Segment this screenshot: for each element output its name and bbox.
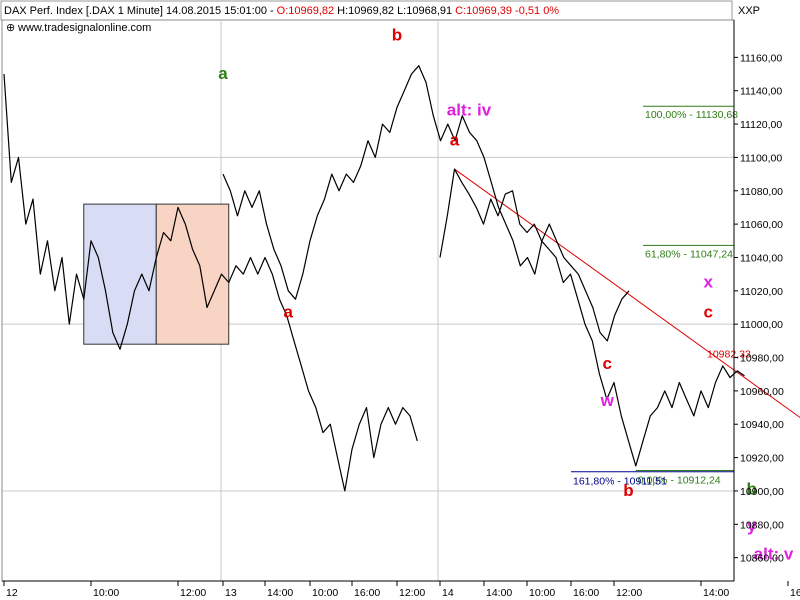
y-tick-label: 10920,00 bbox=[740, 453, 784, 465]
header-close: C:10969,39 -0,51 0% bbox=[455, 5, 559, 17]
x-tick-label: 12:00 bbox=[399, 587, 425, 599]
y-tick-label: 10880,00 bbox=[740, 519, 784, 531]
wave-label: b bbox=[392, 26, 402, 45]
x-tick-label: 10:00 bbox=[529, 587, 555, 599]
x-tick-label: 14:00 bbox=[267, 587, 293, 599]
header-low: L:10968,91 bbox=[397, 5, 452, 17]
wave-label: c bbox=[704, 303, 713, 322]
wave-label: c bbox=[603, 354, 612, 373]
wave-label: b bbox=[623, 481, 633, 500]
wave-label: a bbox=[284, 303, 294, 322]
wave-label: alt: v bbox=[754, 544, 794, 563]
x-tick-label: 14:00 bbox=[703, 587, 729, 599]
y-tick-label: 11160,00 bbox=[740, 52, 782, 64]
x-tick-label: 13 bbox=[225, 587, 237, 599]
x-tick-label: 14:00 bbox=[486, 587, 512, 599]
y-tick-label: 11040,00 bbox=[740, 252, 783, 264]
wave-label: y bbox=[747, 516, 757, 535]
axis-caption: XXP bbox=[738, 5, 760, 17]
x-tick-label: 12:00 bbox=[180, 587, 206, 599]
fib-level-label: 161,80% - 10911,51 bbox=[573, 476, 667, 488]
axes: 10860,00 10880,00 10900,00 10920,00 10940,00… bbox=[2, 20, 800, 599]
range-box-orange bbox=[155, 203, 230, 345]
trendline bbox=[454, 168, 800, 419]
y-tick-label: 11140,00 bbox=[740, 86, 782, 98]
fib-level-label: 61,80% - 11047,24 bbox=[645, 248, 733, 260]
x-tick-label: 16:00 bbox=[573, 587, 599, 599]
header-high: H:10969,82 bbox=[337, 5, 394, 17]
header-line: DAX Perf. Index [.DAX 1 Minute] 14.08.20… bbox=[4, 5, 559, 17]
wave-label: alt: iv bbox=[447, 101, 492, 120]
header-title: DAX Perf. Index [.DAX 1 Minute] 14.08.20… bbox=[4, 5, 274, 17]
price-series-line bbox=[222, 65, 630, 342]
y-tick-label: 11060,00 bbox=[740, 219, 783, 231]
x-tick-label: 12:00 bbox=[616, 587, 642, 599]
y-tick-label: 10980,00 bbox=[740, 353, 784, 365]
y-tick-label: 10900,00 bbox=[740, 486, 784, 498]
wave-label: b bbox=[747, 479, 757, 498]
x-tick-label: 14 bbox=[442, 587, 454, 599]
header-open: O:10969,82 bbox=[277, 5, 335, 17]
range-box-blue bbox=[83, 203, 157, 345]
wave-label: a bbox=[218, 64, 228, 83]
website-label: www.tradesignalonline.com bbox=[17, 22, 151, 34]
wave-label: a bbox=[450, 131, 460, 150]
range-boxes bbox=[83, 203, 230, 345]
y-tick-label: 11080,00 bbox=[740, 186, 783, 198]
price-series-line bbox=[439, 168, 745, 467]
y-tick-label: 11020,00 bbox=[740, 286, 783, 298]
price-series-line bbox=[3, 73, 418, 492]
x-tick-label: 10:00 bbox=[93, 587, 119, 599]
y-tick-label: 10860,00 bbox=[740, 553, 784, 565]
globe-icon: ⊕ bbox=[6, 22, 15, 34]
x-tick-label: 16:00 bbox=[354, 587, 380, 599]
price-label: 10982,33 bbox=[707, 349, 751, 361]
x-tick-label: 10:00 bbox=[312, 587, 338, 599]
y-tick-label: 11120,00 bbox=[740, 119, 782, 131]
fib-level-label: 0,00% - 10912,24 bbox=[638, 475, 721, 487]
x-tick-label: 12 bbox=[6, 587, 18, 599]
fibonacci-levels: 100,00% - 11130,68 61,80% - 11047,24 0,00%… bbox=[571, 105, 738, 488]
y-tick-label: 11000,00 bbox=[740, 319, 783, 331]
y-tick-label: 10960,00 bbox=[740, 386, 784, 398]
y-tick-label: 10940,00 bbox=[740, 419, 784, 431]
wave-label: x bbox=[704, 272, 714, 291]
price-layer bbox=[3, 65, 745, 492]
wave-label: w bbox=[600, 391, 615, 410]
x-tick-label: 16:00 bbox=[790, 587, 800, 599]
fib-level-label: 100,00% - 11130,68 bbox=[645, 109, 738, 121]
trendline-layer bbox=[454, 168, 800, 419]
y-tick-label: 11100,00 bbox=[740, 152, 782, 164]
